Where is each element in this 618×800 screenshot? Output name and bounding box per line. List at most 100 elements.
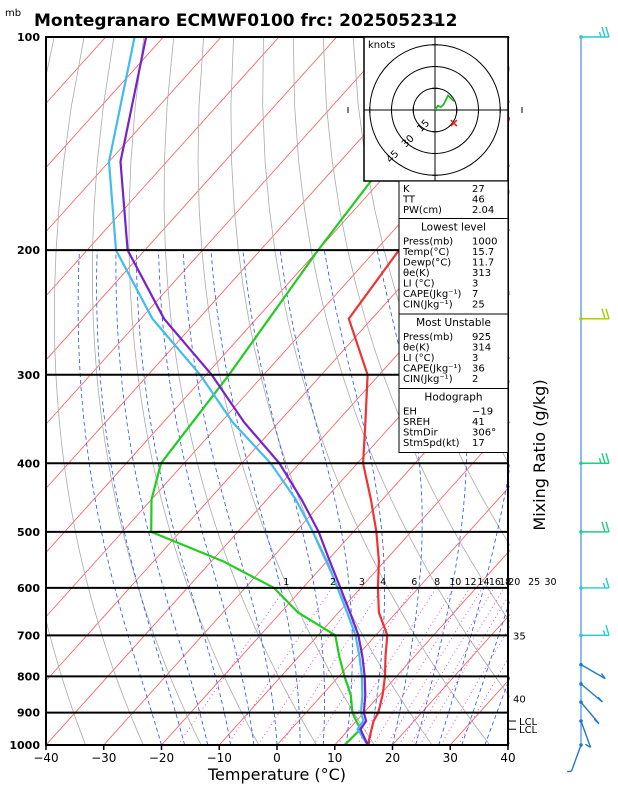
index-value: 27: [472, 184, 485, 195]
index-value: 313: [472, 268, 491, 279]
dry-adiabat: [91, 37, 202, 745]
barb-flag: [605, 453, 610, 464]
mixing-ratio-line: [398, 587, 495, 745]
x-tick-label: 0: [273, 751, 281, 765]
wind-barb: [579, 625, 610, 638]
barb-half-flag: [597, 696, 603, 703]
mixing-ratio-label: 14: [477, 577, 489, 588]
mixing-ratio-label: 16: [489, 577, 501, 588]
index-value: 7: [472, 289, 478, 300]
index-label: StmSpd(kt): [403, 438, 460, 449]
index-label: LI (°C): [403, 279, 435, 290]
wind-barb: [567, 743, 583, 773]
moist-adiabat: [323, 250, 385, 745]
index-value: 306°: [472, 428, 496, 439]
index-label: CAPE(Jkg⁻¹): [403, 289, 461, 300]
profile-line-4: [119, 37, 369, 745]
index-label: StmDir: [403, 428, 438, 439]
dry-adiabat: [128, 37, 260, 745]
mixing-ratio-axis-label: Mixing Ratio (g/kg): [530, 379, 549, 530]
index-label: Dewp(°C): [403, 258, 451, 269]
mixing-ratio-line: [409, 587, 505, 745]
barb-flag: [605, 521, 610, 533]
index-value: 25: [472, 300, 485, 311]
isotherm-line: [46, 37, 164, 169]
dry-adiabat: [230, 37, 433, 745]
index-label: CIN(Jkg⁻¹): [403, 374, 453, 385]
sounding-profiles: [107, 37, 510, 745]
moist-adiabat: [135, 250, 232, 745]
dry-adiabat: [197, 37, 375, 745]
mixing-ratio-line: [227, 587, 333, 745]
lowest-level-title: Lowest level: [421, 222, 486, 234]
isotherm-line: [46, 164, 510, 682]
x-tick-label: 10: [327, 751, 342, 765]
hodograph-indices-title: Hodograph: [424, 392, 482, 404]
barb-flag: [601, 521, 606, 533]
index-label: θe(K): [403, 268, 430, 279]
index-value: 3: [472, 353, 478, 364]
pressure-unit: mb: [5, 8, 21, 19]
mixing-ratio-label: 25: [528, 577, 540, 588]
mixing-ratio-label: 12: [464, 577, 476, 588]
index-value: 11.7: [472, 258, 494, 269]
isotherm-line: [392, 613, 510, 745]
wind-barb: [579, 682, 603, 703]
most-unstable-title: Most Unstable: [416, 317, 491, 329]
dry-adiabat: [163, 37, 317, 745]
barb-staff: [580, 664, 606, 680]
wind-barb: [579, 453, 610, 466]
x-tick-label: −20: [149, 751, 174, 765]
index-label: LI (°C): [403, 353, 435, 364]
x-tick-label: 30: [443, 751, 458, 765]
wind-barb: [579, 662, 606, 680]
index-label: CIN(Jkg⁻¹): [403, 300, 453, 311]
barb-flag: [605, 26, 610, 38]
mixing-ratio-line: [356, 587, 455, 745]
lcl-label: LCL: [519, 725, 538, 736]
barb-half-flag: [598, 458, 602, 464]
barb-half-flag: [585, 743, 591, 748]
isotherm-line: [46, 37, 453, 489]
wind-barb: [579, 700, 600, 725]
isotherm-line: [566, 37, 618, 745]
mixing-ratio-line: [458, 654, 510, 745]
moist-adiabat: [210, 250, 301, 745]
mixing-ratio-line: [177, 587, 286, 745]
isotherm-line: [46, 37, 337, 361]
barb-flag: [605, 308, 610, 319]
wind-barb: [579, 577, 610, 590]
mixing-ratio-label: 4: [380, 577, 386, 588]
x-axis-label: Temperature (°C): [207, 765, 346, 784]
moist-adiabat: [376, 250, 423, 745]
mixing-ratio-label: 8: [434, 577, 440, 588]
mixing-ratio-label: 1: [283, 577, 289, 588]
mixing-ratio-label: 3: [359, 577, 365, 588]
chart-title: Montegranaro ECMWF0100 frc: 2025052312: [34, 11, 457, 31]
barb-half-flag: [593, 718, 600, 725]
index-value: 2.04: [472, 205, 494, 216]
pressure-tick-label: 600: [17, 582, 40, 595]
barb-flag: [605, 577, 610, 589]
moist-adiabat: [242, 250, 325, 745]
moist-adiabat: [182, 250, 278, 745]
profile-line-2: [150, 37, 482, 745]
index-label: θe(K): [403, 343, 430, 354]
mixing-ratio-label: 30: [545, 577, 557, 588]
pressure-tick-label: 700: [17, 629, 40, 642]
pressure-tick-label: 400: [17, 457, 40, 470]
isotherm-line: [46, 37, 395, 425]
index-label: TT: [402, 195, 416, 206]
x-tick-label: −40: [33, 751, 58, 765]
profile-line-1: [347, 116, 510, 745]
profile-line-3: [107, 37, 369, 745]
mixing-ratio-label: 2: [330, 577, 336, 588]
moist-adiabat: [158, 250, 255, 745]
lowest-level-box: [398, 218, 509, 315]
pressure-tick-label: 800: [17, 670, 40, 683]
theta-e-label: 35: [513, 631, 526, 642]
stability-indices-box: [398, 180, 509, 219]
theta-e-label: 40: [513, 695, 526, 706]
wind-barbs: [567, 26, 610, 773]
